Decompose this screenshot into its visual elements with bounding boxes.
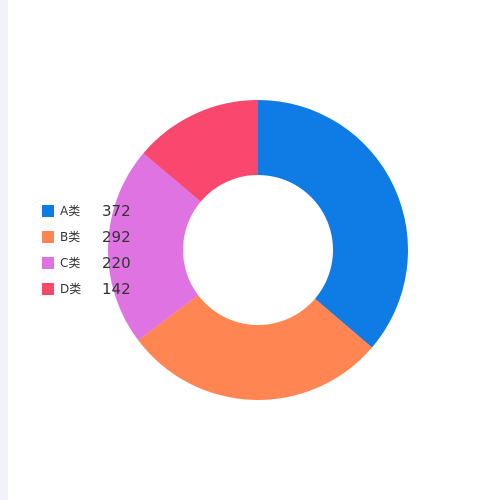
donut-slice-c[interactable] xyxy=(107,153,201,341)
legend: A类 372 B类 292 C类 220 D类 142 xyxy=(42,198,162,302)
donut-slice-d[interactable] xyxy=(143,99,258,202)
legend-value-b: 292 xyxy=(102,228,131,246)
legend-name-a: A类 xyxy=(60,204,81,218)
legend-name-d: D类 xyxy=(60,282,82,296)
legend-swatch-b xyxy=(42,231,54,243)
legend-value-a: 372 xyxy=(102,202,131,220)
legend-item-d[interactable]: D类 142 xyxy=(42,276,162,302)
donut-slice-b[interactable] xyxy=(138,295,373,400)
legend-value-d: 142 xyxy=(102,280,131,298)
legend-name-c: C类 xyxy=(60,256,81,270)
legend-swatch-c xyxy=(42,257,54,269)
legend-item-a[interactable]: A类 372 xyxy=(42,198,162,224)
legend-name-b: B类 xyxy=(60,230,81,244)
legend-item-b[interactable]: B类 292 xyxy=(42,224,162,250)
legend-swatch-d xyxy=(42,283,54,295)
legend-value-c: 220 xyxy=(102,254,131,272)
legend-item-c[interactable]: C类 220 xyxy=(42,250,162,276)
left-rail xyxy=(0,0,8,500)
donut-slice-a[interactable] xyxy=(258,100,408,348)
legend-swatch-a xyxy=(42,205,54,217)
